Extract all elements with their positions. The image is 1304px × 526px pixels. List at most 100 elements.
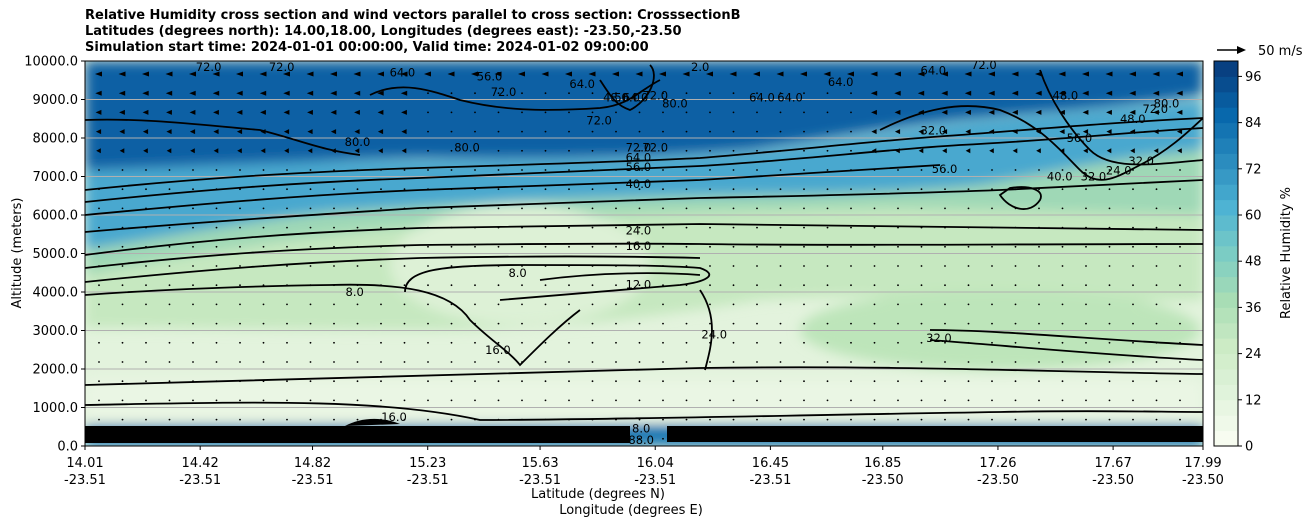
wind-vector — [98, 284, 100, 287]
wind-vector — [1038, 303, 1040, 306]
wind-vector — [286, 207, 288, 210]
wind-vector — [942, 148, 947, 154]
wind-vector — [944, 245, 946, 248]
title-line-3: Simulation start time: 2024-01-01 00:00:… — [85, 40, 649, 55]
wind-vector — [403, 265, 406, 267]
wind-vector — [333, 188, 335, 191]
colorbar-segment — [1214, 91, 1238, 108]
wind-vector — [403, 322, 406, 325]
wind-vector — [967, 188, 970, 191]
wind-vector — [380, 226, 382, 229]
wind-vector — [732, 111, 735, 114]
wind-vector — [521, 130, 523, 133]
wind-reference-key: 50 m/s — [1217, 44, 1303, 59]
wind-vector — [521, 92, 523, 95]
wind-vector — [1035, 109, 1042, 115]
wind-vector — [450, 130, 453, 133]
x-tick-label-lat: 15.63 — [521, 456, 558, 471]
wind-vector — [941, 129, 948, 135]
wind-vector — [873, 418, 876, 421]
wind-vector — [967, 265, 970, 267]
wind-vector — [286, 226, 288, 229]
wind-vector — [427, 284, 429, 287]
wind-vector — [403, 303, 406, 306]
wind-vector — [1152, 71, 1160, 77]
wind-vector — [262, 341, 265, 344]
wind-vector — [920, 245, 923, 248]
wind-vector — [803, 245, 805, 248]
wind-vector — [591, 341, 594, 344]
wind-vector — [779, 111, 782, 114]
wind-vector — [917, 90, 925, 96]
wind-vector — [333, 245, 335, 248]
wind-vector — [1082, 71, 1089, 77]
contour-label: 56.0 — [477, 69, 503, 83]
wind-vector — [95, 109, 102, 115]
wind-vector — [286, 188, 288, 191]
wind-vector — [168, 226, 171, 229]
wind-vector — [166, 129, 172, 135]
wind-vector — [615, 188, 617, 191]
wind-vector — [826, 380, 829, 383]
wind-vector — [145, 284, 147, 287]
contour-label: 72.0 — [642, 141, 668, 155]
wind-vector — [98, 322, 100, 325]
wind-vector — [615, 265, 617, 267]
wind-vector — [638, 169, 641, 171]
wind-vector — [1176, 129, 1183, 135]
wind-vector — [262, 169, 265, 171]
contour-label: 8.0 — [508, 266, 526, 280]
wind-vector — [1108, 207, 1111, 210]
wind-vector — [615, 322, 617, 325]
wind-vector — [1132, 303, 1134, 306]
wind-vector — [709, 207, 711, 210]
wind-vector — [1061, 399, 1064, 402]
wind-vector — [544, 188, 547, 191]
contour-label: 72.0 — [196, 60, 222, 74]
wind-vector — [662, 361, 664, 363]
wind-vector — [544, 265, 547, 267]
wind-vector — [380, 437, 382, 440]
wind-vector — [756, 399, 758, 402]
wind-vector — [356, 380, 359, 383]
wind-vector — [1061, 226, 1064, 229]
wind-vector — [168, 265, 171, 267]
wind-vector — [568, 457, 570, 459]
wind-vector — [260, 129, 266, 135]
wind-vector — [803, 169, 805, 171]
wind-vector — [756, 361, 758, 363]
wind-vector — [826, 418, 829, 421]
wind-vector — [591, 226, 594, 229]
wind-vector — [145, 169, 147, 171]
wind-vector — [544, 437, 547, 440]
wind-vector — [756, 322, 758, 325]
wind-vector — [732, 169, 735, 171]
wind-vector — [732, 92, 735, 95]
wind-vector — [686, 457, 688, 459]
wind-vector — [262, 284, 265, 287]
wind-vector — [826, 111, 829, 114]
colorbar-segment — [1214, 61, 1238, 77]
wind-vector — [988, 71, 995, 77]
wind-vector — [427, 341, 429, 344]
wind-vector — [965, 109, 971, 115]
wind-vector — [709, 226, 711, 229]
wind-vector — [403, 341, 406, 344]
wind-vector — [967, 361, 970, 363]
y-tick-label: 10000.0 — [24, 55, 78, 70]
wind-vector — [474, 265, 476, 267]
wind-vector — [1012, 148, 1018, 154]
wind-vector — [165, 71, 173, 77]
wind-vector — [803, 418, 805, 421]
wind-vector — [1155, 399, 1158, 402]
wind-vector — [638, 111, 641, 114]
wind-vector — [145, 437, 147, 440]
wind-vector — [1108, 399, 1111, 402]
wind-vector — [215, 265, 218, 267]
wind-vector — [965, 129, 971, 135]
wind-vector — [262, 361, 265, 363]
contour-label: 8.0 — [632, 422, 650, 436]
wind-vector — [286, 437, 288, 440]
wind-vector — [873, 380, 876, 383]
contour-label: 24.0 — [701, 327, 727, 341]
